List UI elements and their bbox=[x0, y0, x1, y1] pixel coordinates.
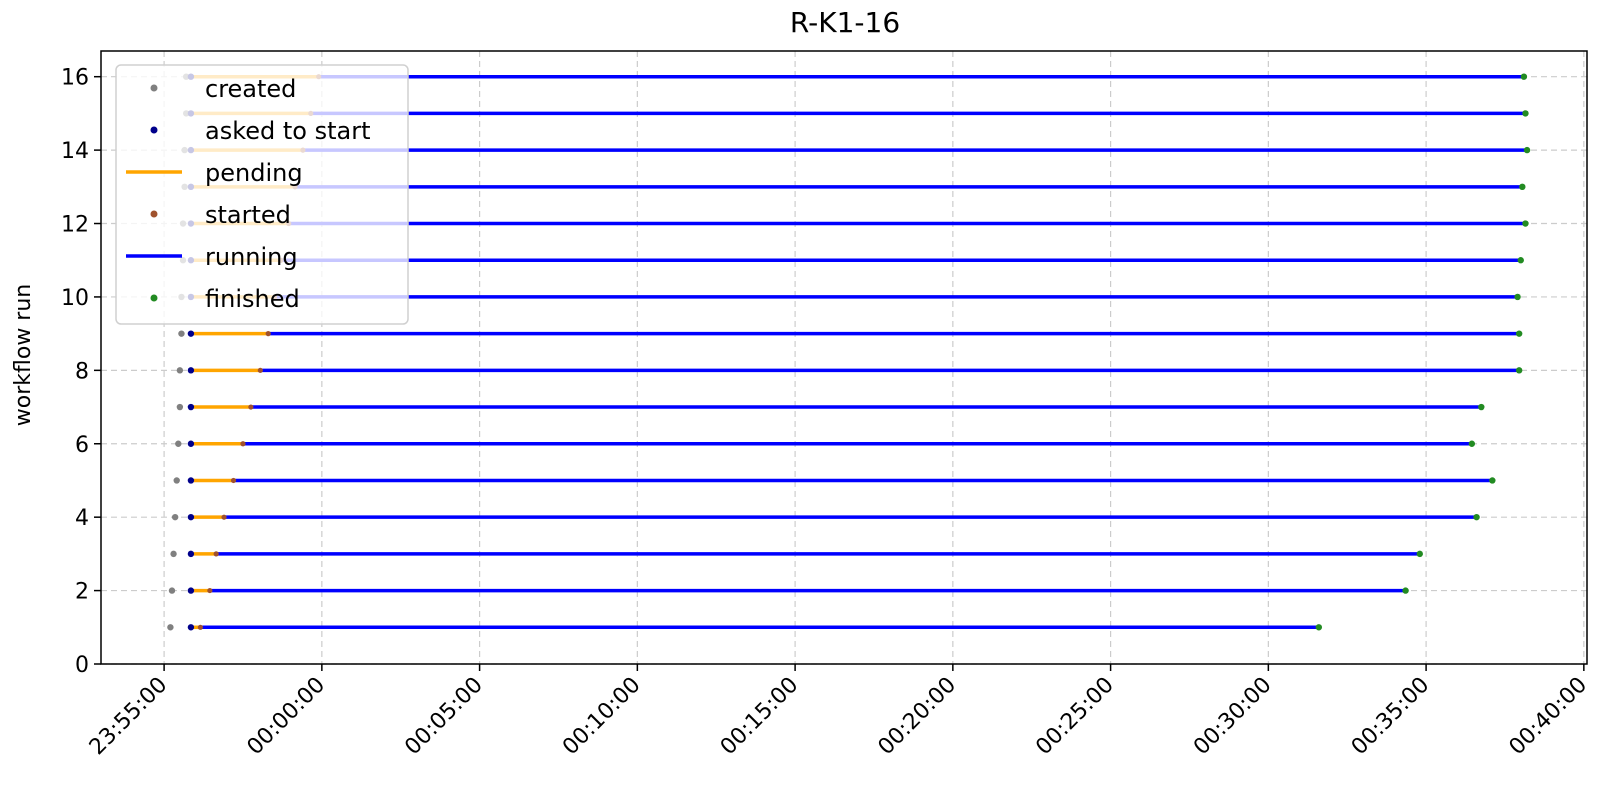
legend-item: running bbox=[126, 243, 298, 271]
started-point bbox=[265, 331, 271, 337]
created-point bbox=[168, 587, 176, 594]
legend-item: created bbox=[150, 75, 296, 103]
created-point bbox=[176, 403, 184, 411]
y-tick-label: 12 bbox=[61, 213, 89, 238]
legend-item: asked to start bbox=[150, 117, 371, 145]
y-tick-label: 8 bbox=[75, 359, 89, 384]
asked-to-start-point bbox=[187, 477, 195, 484]
finished-point bbox=[1473, 513, 1480, 521]
finished-point bbox=[1522, 110, 1529, 117]
y-tick-label: 4 bbox=[75, 506, 89, 531]
finished-point bbox=[1522, 220, 1529, 227]
started-point bbox=[197, 624, 203, 630]
legend-point-swatch bbox=[150, 294, 158, 302]
finished-point bbox=[1489, 477, 1496, 484]
asked-to-start-point bbox=[187, 440, 195, 447]
created-point bbox=[171, 513, 179, 521]
started-point bbox=[207, 587, 213, 594]
x-tick-label: 00:20:00 bbox=[874, 673, 962, 761]
legend-box bbox=[115, 64, 409, 325]
finished-point bbox=[1402, 587, 1409, 594]
x-tick-label: 00:30:00 bbox=[1189, 673, 1277, 761]
finished-point bbox=[1515, 367, 1523, 374]
legend-label: running bbox=[205, 243, 298, 271]
started-point bbox=[213, 551, 219, 557]
legend-point-swatch bbox=[150, 84, 158, 92]
started-point bbox=[248, 404, 254, 410]
run-7 bbox=[176, 403, 1485, 411]
finished-point bbox=[1416, 550, 1423, 558]
legend-label: created bbox=[205, 75, 296, 103]
run-3 bbox=[170, 550, 1423, 558]
y-axis-label: workflow run bbox=[11, 284, 36, 426]
chart-title: R-K1-16 bbox=[790, 6, 900, 39]
y-axis: 0 2 4 6 8 10 12 14 16 bbox=[61, 66, 101, 678]
finished-point bbox=[1515, 330, 1523, 337]
asked-to-start-point bbox=[187, 624, 195, 631]
y-tick-label: 0 bbox=[75, 653, 89, 678]
x-tick-label: 00:25:00 bbox=[1031, 673, 1119, 761]
created-point bbox=[173, 477, 180, 484]
finished-point bbox=[1514, 293, 1521, 301]
started-point bbox=[221, 514, 227, 520]
run-1 bbox=[167, 624, 1323, 631]
x-tick-label: 00:40:00 bbox=[1505, 673, 1593, 761]
created-point bbox=[167, 624, 174, 631]
started-point bbox=[240, 441, 246, 447]
x-tick-label: 00:00:00 bbox=[243, 673, 331, 761]
legend-label: finished bbox=[205, 285, 300, 313]
finished-point bbox=[1315, 624, 1323, 631]
run-4 bbox=[171, 513, 1480, 521]
finished-point bbox=[1520, 73, 1528, 80]
asked-to-start-point bbox=[187, 367, 195, 374]
created-point bbox=[178, 330, 185, 337]
legend-item: pending bbox=[126, 159, 303, 187]
legend-point-swatch bbox=[150, 210, 158, 218]
legend-label: asked to start bbox=[205, 117, 371, 145]
created-point bbox=[175, 440, 182, 447]
y-tick-label: 6 bbox=[75, 433, 89, 458]
asked-to-start-point bbox=[187, 403, 195, 411]
y-tick-label: 2 bbox=[75, 580, 89, 605]
legend: created asked to start pending started runni… bbox=[115, 64, 409, 325]
created-point bbox=[170, 550, 177, 558]
asked-to-start-point bbox=[187, 587, 195, 594]
y-tick-label: 16 bbox=[61, 66, 89, 91]
legend-item: started bbox=[150, 201, 291, 229]
run-2 bbox=[168, 587, 1409, 594]
x-tick-label: 23:55:00 bbox=[85, 673, 173, 761]
legend-label: started bbox=[205, 201, 291, 229]
legend-item: finished bbox=[150, 285, 300, 313]
legend-label: pending bbox=[205, 159, 303, 187]
y-tick-label: 14 bbox=[61, 139, 89, 164]
run-5 bbox=[173, 477, 1496, 484]
x-tick-label: 00:15:00 bbox=[716, 673, 804, 761]
finished-point bbox=[1523, 146, 1531, 154]
started-point bbox=[230, 477, 237, 484]
x-tick-label: 00:35:00 bbox=[1347, 673, 1435, 761]
created-point bbox=[176, 367, 184, 374]
asked-to-start-point bbox=[187, 330, 195, 337]
asked-to-start-point bbox=[187, 513, 195, 521]
finished-point bbox=[1468, 440, 1476, 447]
y-tick-label: 10 bbox=[61, 286, 89, 311]
finished-point bbox=[1517, 257, 1524, 264]
asked-to-start-point bbox=[187, 550, 195, 558]
plot-frame bbox=[100, 50, 1588, 665]
started-point bbox=[257, 367, 263, 373]
finished-point bbox=[1519, 183, 1526, 191]
run-9 bbox=[178, 330, 1523, 337]
x-tick-label: 00:10:00 bbox=[558, 673, 646, 761]
finished-point bbox=[1478, 403, 1485, 411]
legend-point-swatch bbox=[150, 126, 158, 134]
run-6 bbox=[175, 440, 1476, 447]
x-axis: 23:55:00 00:00:00 00:05:00 00:10:00 00:15:00… bbox=[85, 664, 1592, 760]
run-8 bbox=[176, 367, 1523, 374]
x-tick-label: 00:05:00 bbox=[400, 673, 488, 761]
